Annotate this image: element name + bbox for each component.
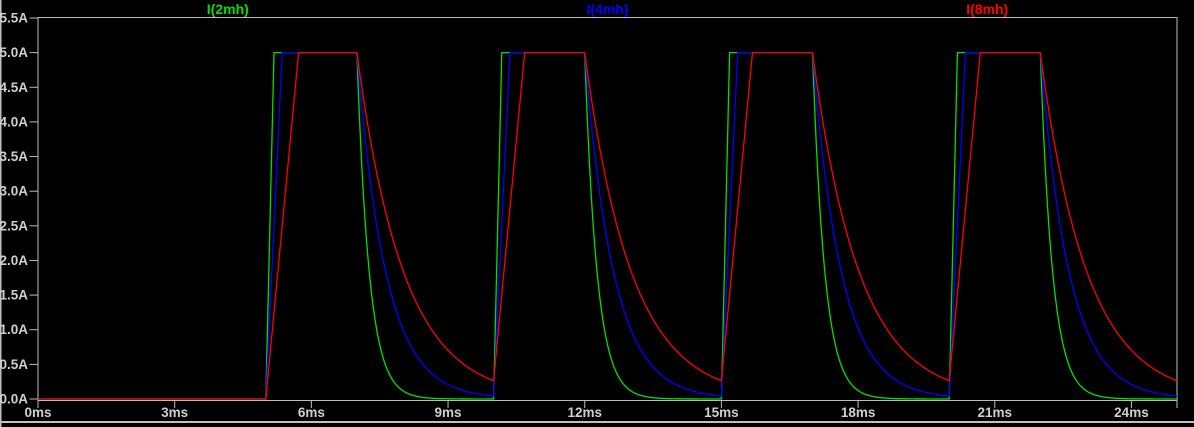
plot-border[interactable] — [37, 17, 1178, 401]
y-tick-label: 4.0A — [0, 114, 28, 129]
x-tick-label: 9ms — [435, 405, 462, 420]
x-tick-label: 0ms — [24, 405, 51, 420]
y-tick-label: 3.5A — [0, 149, 28, 164]
y-tick-label: 5.0A — [0, 45, 28, 60]
trace-8mh — [37, 51, 1178, 400]
y-axis: 5.5A 5.0A 4.5A 4.0A 3.5A 3.0A 2.5A 2.0A 1.5A 1.0A… — [0, 11, 38, 407]
y-tick-label: 4.5A — [0, 80, 28, 95]
x-tick-label: 6ms — [298, 405, 325, 420]
y-tick-label: 3.0A — [0, 184, 28, 199]
legend-item-4mh[interactable]: I(4mh) — [587, 1, 629, 17]
x-tick-label: 18ms — [841, 405, 876, 420]
y-tick-label: 5.5A — [0, 11, 28, 26]
traces — [37, 51, 1178, 400]
y-tick-label: 2.0A — [0, 253, 28, 268]
legend-item-8mh[interactable]: I(8mh) — [966, 1, 1008, 17]
trace-2mh — [37, 51, 1178, 400]
y-tick-label: 2.5A — [0, 218, 28, 233]
x-tick-label: 15ms — [704, 405, 739, 420]
y-tick-label: 0.5A — [0, 357, 28, 372]
x-tick-label: 3ms — [161, 405, 188, 420]
x-axis: 0ms 3ms 6ms 9ms 12ms 15ms 18ms 21ms 24ms — [24, 401, 1178, 420]
y-tick-label: 1.0A — [0, 322, 28, 337]
x-tick-label: 21ms — [977, 405, 1012, 420]
x-tick-label: 12ms — [567, 405, 602, 420]
x-tick-label: 24ms — [1114, 405, 1149, 420]
y-tick-label: 1.5A — [0, 288, 28, 303]
legend-item-2mh[interactable]: I(2mh) — [207, 1, 249, 17]
y-tick-label: 0.0A — [0, 392, 28, 407]
